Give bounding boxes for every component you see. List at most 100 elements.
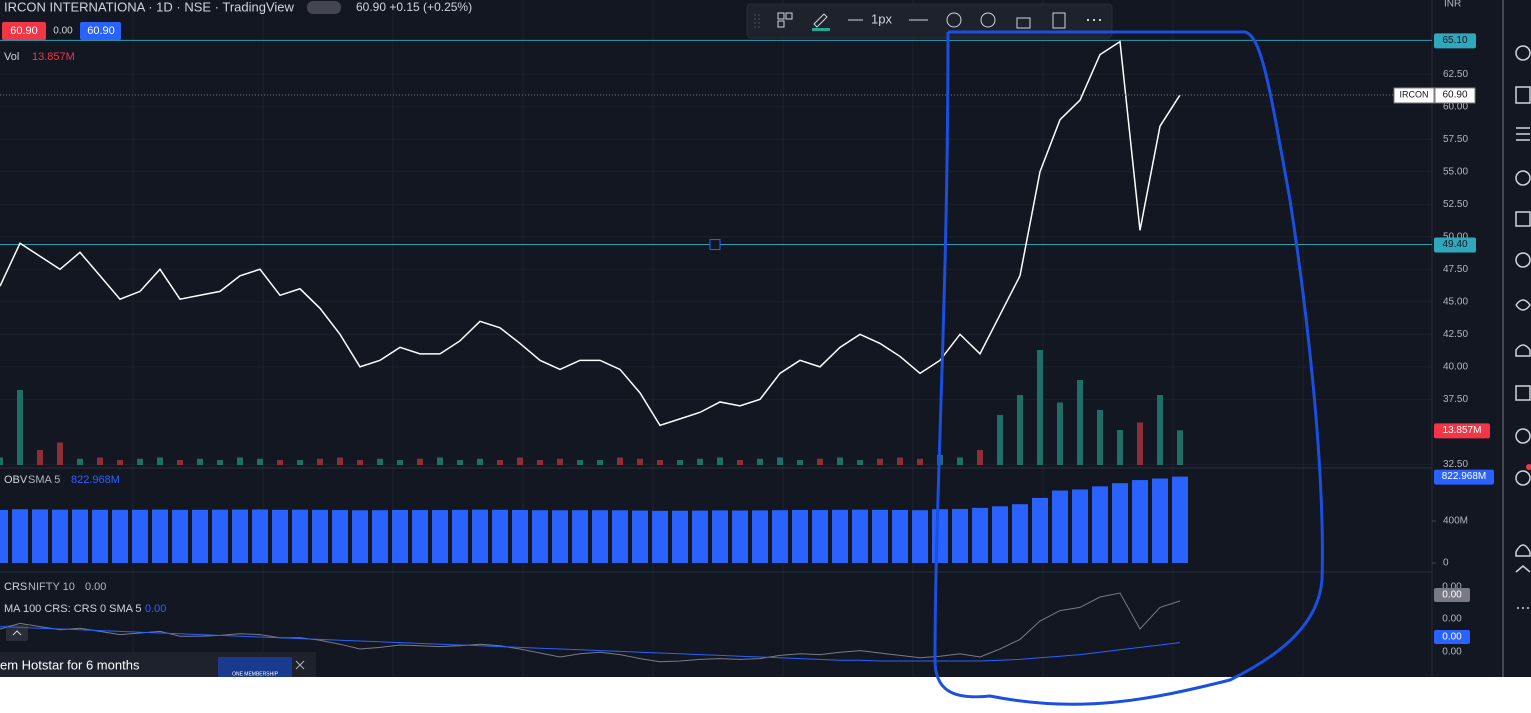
obv-bar (172, 509, 188, 563)
volume-bar (877, 458, 883, 465)
volume-bar (657, 460, 663, 465)
obv-bar (952, 508, 968, 563)
spread: 0.00 (53, 26, 73, 37)
volume-bar (897, 457, 903, 465)
volume-title: Vol (4, 51, 19, 63)
icon-chat[interactable] (1515, 299, 1531, 311)
price-tick-label: 62.50 (1443, 69, 1468, 80)
volume-bar (1037, 350, 1043, 465)
obv-bar (1052, 490, 1068, 563)
volume-bar (477, 458, 483, 465)
drawing-toolbar: 1px (746, 3, 1113, 39)
obv-bar (752, 510, 768, 563)
buy-price[interactable]: 60.90 (87, 25, 115, 37)
volume-bar (577, 460, 583, 465)
volume-bar (1017, 395, 1023, 465)
icon-notifications[interactable] (1515, 544, 1531, 557)
price-tick-label: 52.50 (1443, 199, 1468, 210)
obv-bar (372, 510, 388, 563)
obv-bar (452, 509, 468, 563)
obv-bar (132, 509, 148, 563)
icon-settings[interactable] (946, 12, 962, 28)
obv-bar (332, 510, 348, 563)
buy-badge[interactable] (80, 22, 121, 40)
icon-stream[interactable] (1515, 470, 1531, 486)
volume-bar (997, 415, 1003, 465)
ad-text[interactable]: em Hotstar for 6 months (0, 657, 140, 672)
obv-bar (812, 510, 828, 563)
icon-template[interactable] (785, 12, 793, 20)
price-tick-label: 37.50 (1443, 394, 1468, 405)
obv-bar (892, 509, 908, 563)
chart-background (0, 0, 1531, 677)
last-price-label: 60.90 (1442, 90, 1467, 101)
icon-alert[interactable] (980, 12, 996, 28)
volume-bar (637, 458, 643, 465)
volume-bar (957, 457, 963, 465)
obv-bar (472, 509, 488, 563)
obv-bar (832, 509, 848, 563)
icon-template[interactable] (777, 12, 785, 20)
icon-pencil[interactable] (813, 13, 828, 28)
line-width-label[interactable]: 1px (871, 11, 892, 26)
ad-image[interactable] (218, 657, 292, 677)
level-handle (709, 239, 721, 251)
volume-bar (337, 457, 343, 465)
price-tick-label: 50.00 (1443, 231, 1468, 242)
icon-watchlist[interactable] (1515, 86, 1531, 104)
volume-bar (537, 460, 543, 465)
volume-bar (817, 458, 823, 465)
volume-bar (357, 460, 363, 465)
sell-badge[interactable] (2, 22, 46, 40)
volume-bar (297, 460, 303, 465)
price-tick-label: 55.00 (1443, 166, 1468, 177)
icon-broadcast[interactable] (1515, 428, 1531, 444)
currency[interactable]: INR (1444, 0, 1461, 10)
icon-lock[interactable] (1016, 17, 1031, 29)
volume-bar (717, 457, 723, 465)
volume-bar (437, 457, 443, 465)
notification-dot (1526, 464, 1531, 470)
ma-value: 0.00 (145, 603, 166, 615)
icon-calendar[interactable] (1515, 211, 1531, 227)
icon-collapse[interactable] (1515, 565, 1531, 573)
obv-bar (52, 509, 68, 563)
obv-bar (1012, 504, 1028, 563)
volume-bar (37, 450, 43, 465)
volume-bar (497, 460, 503, 465)
icon-news[interactable] (1515, 385, 1531, 401)
last-price-badge (1434, 87, 1476, 104)
sell-price[interactable]: 60.90 (10, 25, 38, 37)
toolbar-box (746, 3, 1113, 39)
obv-bar (12, 509, 28, 563)
collapse-button[interactable] (6, 625, 28, 641)
icon-list[interactable] (1516, 127, 1530, 141)
volume-bar (1117, 430, 1123, 465)
obv-bar (312, 509, 328, 563)
icon-template[interactable] (777, 20, 785, 28)
volume-bar (1097, 410, 1103, 465)
volume-bar (557, 458, 563, 465)
right-toolbar-icons[interactable] (1515, 45, 1531, 609)
icon-idea[interactable] (1515, 252, 1531, 268)
icon-delete[interactable] (1052, 12, 1066, 29)
color-swatch[interactable] (812, 28, 830, 31)
volume-bar (1057, 402, 1063, 465)
volume-bar (17, 390, 23, 465)
crs-line (0, 592, 1181, 663)
obv-bar (1032, 497, 1048, 563)
volume-bar (777, 457, 783, 465)
obv-bar (432, 510, 448, 563)
volume-bar (0, 457, 3, 465)
icon-refresh[interactable] (1515, 170, 1531, 186)
collapse-icon[interactable] (12, 630, 22, 636)
volume-bar (677, 460, 683, 465)
price-tick-label: 60.00 (1443, 101, 1468, 112)
obv-bar (1092, 486, 1108, 563)
volume-bar (757, 458, 763, 465)
icon-alarm[interactable] (1515, 45, 1531, 61)
ad-close[interactable] (295, 660, 305, 670)
icon-messages[interactable] (1515, 344, 1531, 357)
volume-bar (217, 460, 223, 465)
volume-bar (237, 457, 243, 465)
